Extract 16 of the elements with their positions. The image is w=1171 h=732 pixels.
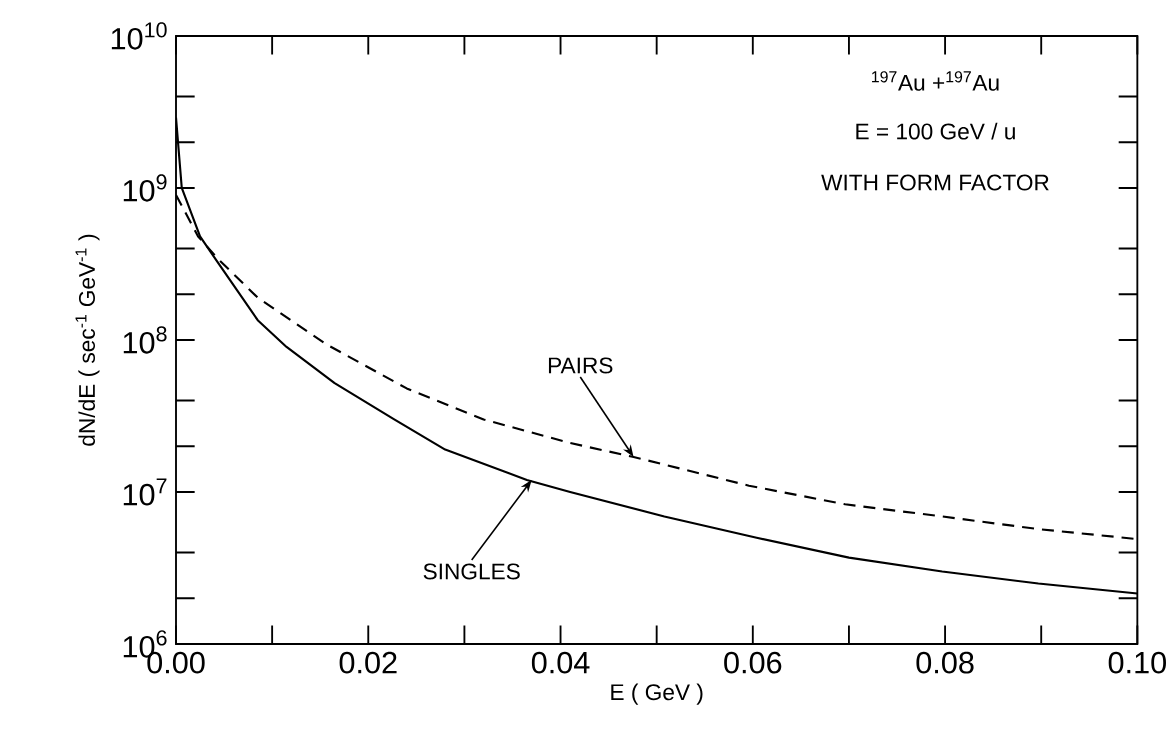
x-tick-label: 0.04 bbox=[531, 651, 590, 674]
annotation: SINGLES bbox=[423, 563, 520, 580]
x-tick-label: 0.08 bbox=[916, 651, 974, 674]
y-tick-label: 10$^{10}$ bbox=[111, 22, 167, 50]
annotation: PAIRS bbox=[548, 357, 613, 374]
y-tick-label: 10$^{7}$ bbox=[123, 478, 167, 506]
annotation: WITH FORM FACTOR bbox=[821, 174, 1049, 191]
y-tick-label: 10$^{9}$ bbox=[123, 174, 167, 202]
y-tick-label: 10$^{8}$ bbox=[123, 326, 167, 354]
x-tick-label: 0.06 bbox=[724, 651, 782, 674]
x-tick-label: 0.02 bbox=[339, 651, 397, 674]
x-tick-label: 0.10 bbox=[1108, 651, 1166, 674]
y-axis-title: dN/dE ( sec$^{-1}$ GeV$^{-1}$ ) bbox=[75, 234, 100, 446]
annotation: $^{197}$Au +$^{197}$Au bbox=[872, 71, 999, 91]
annotation: E = 100 GeV / u bbox=[856, 122, 1015, 140]
x-axis-title: E ( GeV ) bbox=[611, 683, 703, 705]
